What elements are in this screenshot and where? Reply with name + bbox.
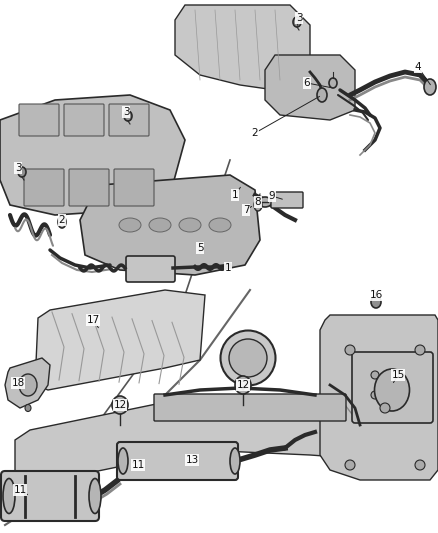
- Ellipse shape: [317, 88, 327, 102]
- Text: 18: 18: [11, 378, 25, 388]
- Ellipse shape: [391, 391, 399, 399]
- Ellipse shape: [149, 218, 171, 232]
- Ellipse shape: [374, 369, 410, 411]
- Text: 13: 13: [185, 455, 198, 465]
- FancyBboxPatch shape: [1, 471, 99, 521]
- Ellipse shape: [25, 405, 31, 411]
- FancyBboxPatch shape: [24, 169, 64, 206]
- Ellipse shape: [118, 448, 128, 474]
- Ellipse shape: [235, 376, 251, 394]
- Ellipse shape: [230, 448, 240, 474]
- Ellipse shape: [89, 479, 101, 513]
- Ellipse shape: [293, 17, 301, 27]
- Text: 3: 3: [123, 107, 129, 117]
- FancyBboxPatch shape: [109, 104, 149, 136]
- Ellipse shape: [117, 401, 124, 409]
- Ellipse shape: [345, 460, 355, 470]
- Text: 16: 16: [369, 290, 383, 300]
- Text: 11: 11: [14, 485, 27, 495]
- Polygon shape: [5, 358, 50, 408]
- Ellipse shape: [18, 167, 26, 177]
- Text: 15: 15: [392, 370, 405, 380]
- Text: 12: 12: [113, 400, 127, 410]
- Text: 12: 12: [237, 380, 250, 390]
- Ellipse shape: [415, 345, 425, 355]
- Ellipse shape: [19, 374, 37, 396]
- Ellipse shape: [58, 216, 66, 228]
- Text: 6: 6: [304, 78, 310, 88]
- Text: 17: 17: [86, 315, 99, 325]
- FancyBboxPatch shape: [64, 104, 104, 136]
- FancyBboxPatch shape: [126, 256, 175, 282]
- Ellipse shape: [381, 381, 389, 389]
- FancyBboxPatch shape: [117, 442, 238, 480]
- Text: 11: 11: [131, 460, 145, 470]
- Ellipse shape: [240, 381, 247, 389]
- Ellipse shape: [112, 396, 128, 414]
- Polygon shape: [175, 5, 310, 90]
- Polygon shape: [320, 315, 438, 480]
- Ellipse shape: [119, 218, 141, 232]
- Ellipse shape: [345, 345, 355, 355]
- FancyBboxPatch shape: [114, 169, 154, 206]
- Ellipse shape: [254, 199, 262, 211]
- FancyBboxPatch shape: [19, 104, 59, 136]
- Ellipse shape: [371, 296, 381, 308]
- Polygon shape: [15, 395, 415, 485]
- Polygon shape: [0, 95, 185, 215]
- Ellipse shape: [424, 79, 436, 95]
- Polygon shape: [35, 290, 205, 390]
- Ellipse shape: [329, 78, 337, 88]
- Text: 1: 1: [225, 263, 231, 273]
- Text: 3: 3: [296, 13, 302, 23]
- Ellipse shape: [124, 111, 132, 121]
- Ellipse shape: [229, 339, 267, 377]
- Text: 9: 9: [268, 191, 276, 201]
- Text: 8: 8: [254, 197, 261, 207]
- Text: 2: 2: [59, 215, 65, 225]
- Text: 4: 4: [415, 62, 421, 72]
- FancyBboxPatch shape: [69, 169, 109, 206]
- Ellipse shape: [371, 391, 379, 399]
- Ellipse shape: [391, 371, 399, 379]
- Text: 2: 2: [252, 128, 258, 138]
- Text: 1: 1: [232, 190, 238, 200]
- Ellipse shape: [415, 460, 425, 470]
- Text: 7: 7: [243, 205, 249, 215]
- Ellipse shape: [3, 479, 15, 513]
- Polygon shape: [80, 175, 260, 275]
- Ellipse shape: [179, 218, 201, 232]
- Text: 3: 3: [15, 163, 21, 173]
- Ellipse shape: [209, 218, 231, 232]
- Ellipse shape: [380, 403, 390, 413]
- Text: 5: 5: [197, 243, 203, 253]
- Ellipse shape: [258, 197, 272, 207]
- FancyBboxPatch shape: [154, 394, 346, 421]
- FancyBboxPatch shape: [352, 352, 433, 423]
- FancyBboxPatch shape: [271, 192, 303, 208]
- Ellipse shape: [371, 371, 379, 379]
- Ellipse shape: [220, 330, 276, 385]
- Polygon shape: [265, 55, 355, 120]
